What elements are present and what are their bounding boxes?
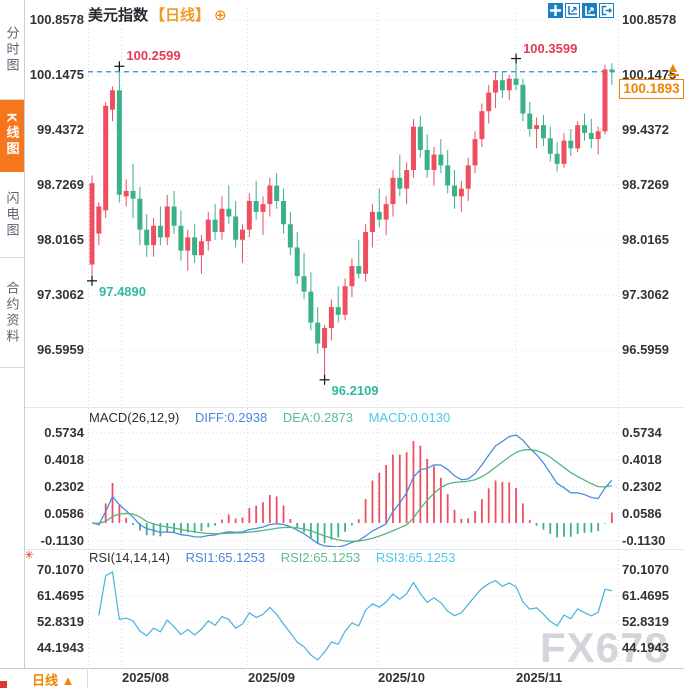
macd-axis-label-left: 0.5734 [44, 425, 84, 440]
macd-axis-label-right: 0.4018 [622, 452, 662, 467]
sidebar-tab-label: 分时图 [4, 25, 20, 74]
macd-axis-label-right: 0.0586 [622, 506, 662, 521]
zoom-reset-icon[interactable] [565, 3, 580, 18]
period-tag: 【日线】 [150, 7, 211, 24]
macd-panel [91, 434, 613, 547]
main-axis-label-right: 99.4372 [622, 122, 669, 137]
macd-macd-value: MACD:0.0130 [368, 410, 451, 425]
current-price-badge: 100.1893 [619, 79, 684, 99]
period-selector[interactable]: 日线 ▲ [0, 668, 88, 688]
main-axis-label-right: 98.0165 [622, 232, 669, 247]
main-axis-label-left: 98.7269 [37, 177, 84, 192]
chart-title: 美元指数 【日线】 ⊕ [88, 4, 227, 25]
high-price-annotation: 100.2599 [126, 48, 181, 64]
rsi-axis-label-right: 44.1943 [622, 640, 669, 655]
sidebar-tab-label: K线图 [4, 113, 20, 158]
main-axis-label-left: 96.5959 [37, 342, 84, 357]
instrument-name: 美元指数 [88, 7, 149, 24]
rsi-axis-label-right: 70.1070 [622, 562, 669, 577]
rsi1-value: RSI1:65.1253 [185, 550, 266, 565]
macd-diff-value: DIFF:0.2938 [194, 410, 268, 425]
period-dropdown-arrow-icon: ▲ [61, 673, 75, 688]
rsi-axis-label-right: 52.8319 [622, 614, 669, 629]
macd-axis-label-left: 0.4018 [44, 452, 84, 467]
main-axis-label-left: 98.0165 [37, 232, 84, 247]
main-axis-label-right: 96.5959 [622, 342, 669, 357]
main-axis-label-right: 98.7269 [622, 177, 669, 192]
main-axis-label-right: 100.8578 [622, 12, 677, 27]
main-axis-label-right: 100.1475 [622, 67, 677, 82]
rsi-axis-label-left: 52.8319 [37, 614, 84, 629]
main-axis-label-left: 100.8578 [29, 12, 84, 27]
axis-scale-icon[interactable] [582, 3, 597, 18]
bottom-axis-bar [0, 668, 684, 688]
candlestick-series [89, 58, 615, 380]
macd-dea-value: DEA:0.2873 [282, 410, 353, 425]
corner-marker [0, 681, 7, 688]
rsi-axis-label-right: 61.4695 [622, 588, 669, 603]
macd-axis-label-right: 0.2302 [622, 479, 662, 494]
grid-lines [25, 8, 684, 672]
extreme-markers [87, 53, 522, 385]
sidebar-tab-label: 闪电图 [4, 190, 20, 239]
main-axis-label-right: 97.3062 [622, 287, 669, 302]
low-price-annotation: 96.2109 [331, 382, 379, 398]
main-axis-label-left: 100.1475 [29, 67, 84, 82]
low-price-annotation: 97.4890 [99, 283, 146, 299]
rsi2-value: RSI2:65.1253 [280, 550, 361, 565]
price-up-arrow-icon: ▲ [666, 59, 680, 75]
price-arrow-bar [668, 74, 679, 76]
macd-axis-label-right: -0.1130 [622, 533, 666, 548]
sidebar: 分时图 K线图 闪电图 合约资料 [0, 0, 25, 668]
rsi-panel [98, 571, 612, 661]
rsi-line [98, 571, 612, 661]
chart-toolbar [548, 3, 614, 18]
rsi-axis-label-left: 61.4695 [37, 588, 84, 603]
move-crosshair-icon[interactable] [548, 3, 563, 18]
sidebar-tab-label: 合约资料 [4, 280, 20, 345]
rsi-settings-icon[interactable]: ✳ [24, 548, 35, 562]
sidebar-tab-kline-chart[interactable]: K线图 [0, 100, 24, 172]
high-price-annotation: 100.3599 [523, 40, 578, 56]
rsi3-value: RSI3:65.1253 [375, 550, 456, 565]
main-axis-label-left: 99.4372 [37, 122, 84, 137]
pop-out-icon[interactable] [599, 3, 614, 18]
x-axis-month-label: 2025/11 [516, 670, 563, 685]
sidebar-tab-lightning-chart[interactable]: 闪电图 [0, 172, 24, 258]
macd-header: MACD(26,12,9) DIFF:0.2938 DEA:0.2873 MAC… [89, 410, 450, 425]
rsi-header: RSI(14,14,14) RSI1:65.1253 RSI2:65.1253 … [89, 550, 455, 565]
x-axis-month-label: 2025/10 [378, 670, 425, 685]
sidebar-tab-time-chart[interactable]: 分时图 [0, 0, 24, 100]
macd-axis-label-left: 0.0586 [44, 506, 84, 521]
macd-diff-line [91, 434, 613, 547]
period-label: 日线 [32, 673, 59, 688]
sidebar-tab-contract-info[interactable]: 合约资料 [0, 258, 24, 368]
rsi-axis-label-left: 70.1070 [37, 562, 84, 577]
x-axis-month-label: 2025/09 [248, 670, 295, 685]
main-axis-label-left: 97.3062 [37, 287, 84, 302]
macd-axis-label-left: 0.2302 [44, 479, 84, 494]
add-indicator-icon[interactable]: ⊕ [214, 7, 227, 24]
x-axis-month-label: 2025/08 [122, 670, 169, 685]
macd-axis-label-right: 0.5734 [622, 425, 662, 440]
rsi-name: RSI(14,14,14) [89, 550, 170, 565]
macd-name: MACD(26,12,9) [89, 410, 180, 425]
macd-dea-line [91, 449, 612, 542]
macd-axis-label-left: -0.1130 [40, 533, 84, 548]
rsi-axis-label-left: 44.1943 [37, 640, 84, 655]
